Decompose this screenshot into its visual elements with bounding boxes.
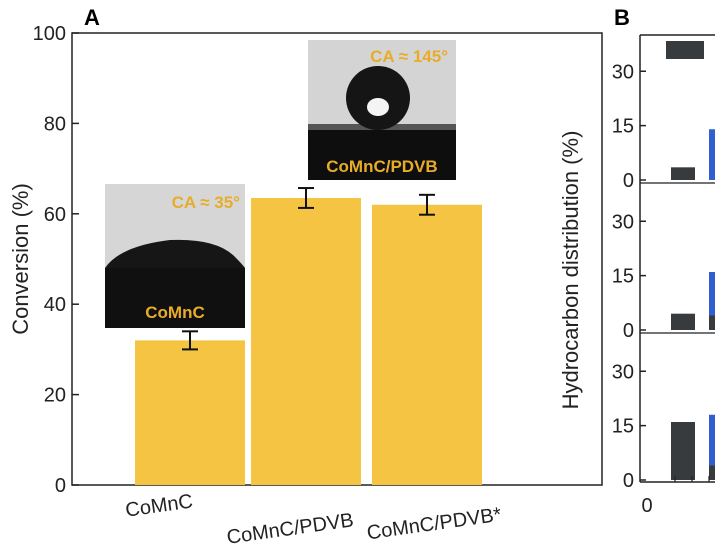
bar-dark <box>671 167 695 180</box>
hydrocarbon-chart: 0 15 30 0 15 30 0 15 30 0 <box>612 34 715 517</box>
y-tick-label: 0 <box>55 475 66 497</box>
bar-blue-base <box>709 315 715 330</box>
y-tick-label: 0 <box>623 170 634 192</box>
x-tick-label: CoMnC <box>124 490 194 521</box>
y-tick-label: 20 <box>44 385 66 407</box>
y-tick-label: 0 <box>623 470 634 492</box>
bar-dark <box>671 422 695 480</box>
panel-b-label: B <box>614 5 630 30</box>
y-tick-label: 60 <box>44 204 66 226</box>
y-tick-label: 15 <box>612 116 634 138</box>
y-tick-label: 30 <box>612 211 634 233</box>
y-axis-title-a: Conversion (%) <box>8 183 33 335</box>
inset-angle-label: CA ≈ 145° <box>370 47 448 66</box>
inset-sample-label: CoMnC <box>145 303 204 322</box>
contact-angle-photo-comnc-pdvb: CA ≈ 145° CoMnC/PDVB <box>308 40 456 180</box>
legend-swatch <box>666 41 704 59</box>
y-tick-label: 30 <box>612 361 634 383</box>
x-tick-label: CoMnC/PDVB <box>225 509 355 549</box>
contact-angle-photo-comnc: CA ≈ 35° CoMnC <box>105 184 245 328</box>
bar-blue-base <box>709 465 715 480</box>
y-tick-label: 40 <box>44 294 66 316</box>
inset-angle-label: CA ≈ 35° <box>172 193 241 212</box>
bar-dark <box>671 313 695 330</box>
bar-blue <box>709 272 715 330</box>
y-tick-label: 100 <box>33 23 66 45</box>
y-axis-title-b: Hydrocarbon distribution (%) <box>558 131 583 410</box>
bar-blue <box>709 129 715 180</box>
inset-sample-label: CoMnC/PDVB <box>326 157 437 176</box>
y-tick-label: 15 <box>612 266 634 288</box>
y-tick-label: 15 <box>612 416 634 438</box>
x-tick-label: CoMnC/PDVB* <box>365 504 503 545</box>
conversion-chart: 0 20 40 60 80 100 CA ≈ 35° CoMnC CA ≈ 145° CoMnC… <box>33 23 603 549</box>
panel-a-label: A <box>84 5 100 30</box>
bar-comnc-pdvb <box>251 197 361 486</box>
y-tick-label: 30 <box>612 61 634 83</box>
bar-comnc <box>135 340 245 485</box>
bar-comnc-pdvb- <box>372 204 482 485</box>
y-tick-label: 80 <box>44 113 66 135</box>
x-tick-label: 0 <box>641 495 652 517</box>
y-tick-label: 0 <box>623 320 634 342</box>
bar-blue <box>709 414 715 480</box>
